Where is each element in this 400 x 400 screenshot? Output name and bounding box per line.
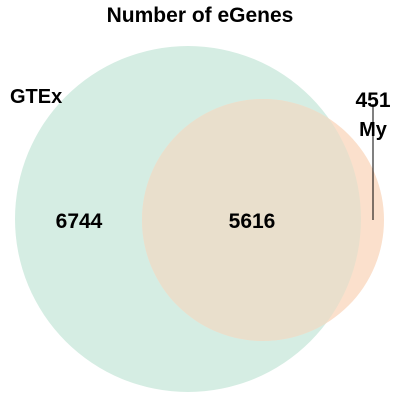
chart-title: Number of eGenes [107,4,294,27]
my-set-label: My [359,119,388,141]
my-only-count: 451 [355,89,390,112]
gtex-set-label: GTEx [10,86,62,108]
intersection-region [142,99,361,341]
gtex-only-count: 6744 [56,210,103,233]
intersection-count: 5616 [229,210,276,233]
